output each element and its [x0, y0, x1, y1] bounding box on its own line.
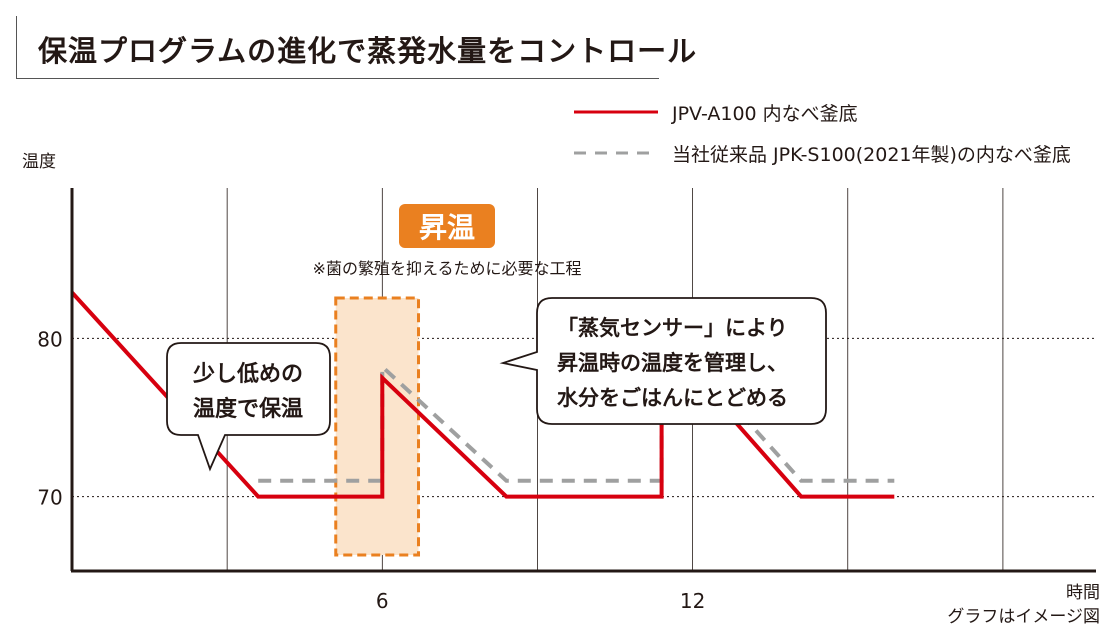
- y-tick-label: 70: [37, 486, 62, 510]
- callout-right-bubble: [499, 297, 827, 425]
- callout-left: 少し低めの 温度で保温: [166, 342, 331, 472]
- highlight-badge-text: 昇温: [419, 211, 475, 244]
- callout-right: 「蒸気センサー」により 昇温時の温度を管理し、 水分をごはんにとどめる: [499, 297, 827, 425]
- x-tick-label: 6: [376, 589, 389, 613]
- highlight-box: [334, 296, 421, 557]
- legend-label-jpk: 当社従来品 JPK-S100(2021年製)の内なべ釜底: [672, 144, 1071, 166]
- highlight-label: 昇温 ※菌の繁殖を抑えるために必要な工程: [313, 204, 582, 278]
- chart-title: 保温プログラムの進化で蒸発水量をコントロール: [38, 34, 698, 68]
- highlight-note: ※菌の繁殖を抑えるために必要な工程: [313, 259, 582, 278]
- callout-right-line-2: 昇温時の温度を管理し、: [557, 351, 788, 375]
- legend-label-jpv: JPV-A100 内なべ釜底: [671, 103, 858, 125]
- highlight-badge: [399, 204, 495, 248]
- title-frame: [16, 16, 659, 79]
- image-note: グラフはイメージ図: [947, 607, 1100, 627]
- raise-temp-highlight: [334, 296, 421, 557]
- legend: JPV-A100 内なべ釜底 当社従来品 JPK-S100(2021年製)の内な…: [574, 103, 1071, 166]
- series-line-jpv-a100: [70, 291, 895, 499]
- x-tick-label: 12: [680, 589, 705, 613]
- y-tick-label: 80: [37, 327, 62, 351]
- x-axis-label: 時間: [1066, 583, 1100, 603]
- y-axis-label: 温度: [22, 152, 56, 172]
- callout-left-line-1: 少し低めの: [192, 362, 303, 387]
- callout-left-line-2: 温度で保温: [193, 396, 303, 422]
- series-lines: [70, 291, 895, 499]
- callout-right-line-1: 「蒸気センサー」により: [557, 316, 788, 340]
- callout-left-bubble: [166, 342, 331, 472]
- callout-right-line-3: 水分をごはんにとどめる: [557, 386, 788, 410]
- tick-labels: 70 80 6 12: [37, 327, 705, 613]
